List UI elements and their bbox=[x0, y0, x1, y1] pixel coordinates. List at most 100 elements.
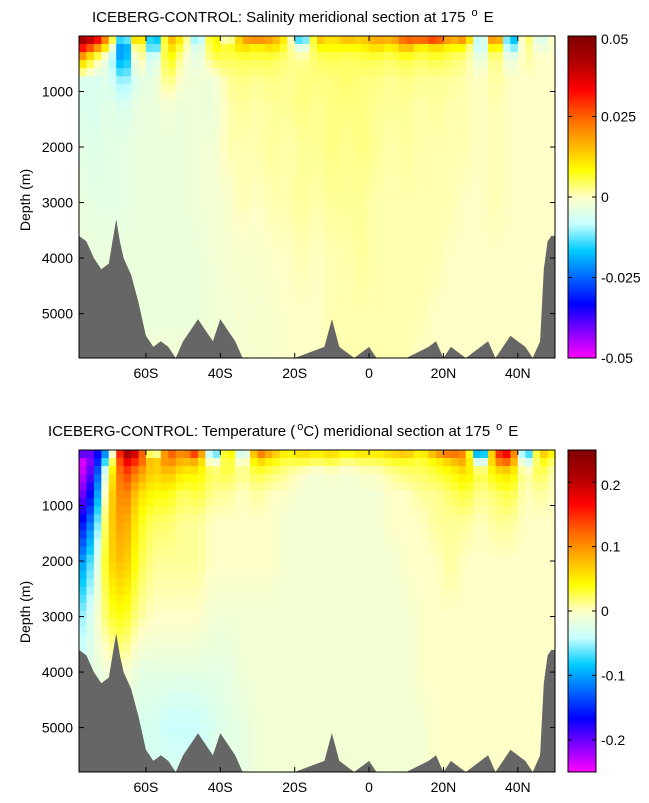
heatmap-cell bbox=[383, 643, 392, 652]
heatmap-cell bbox=[205, 530, 214, 540]
heatmap-cell bbox=[205, 691, 214, 701]
y-tick-label: 4000 bbox=[42, 250, 73, 266]
heatmap-cell bbox=[242, 277, 251, 287]
heatmap-cell bbox=[160, 172, 169, 182]
heatmap-cell bbox=[369, 293, 378, 303]
heatmap-cell bbox=[510, 285, 519, 295]
heatmap-cell bbox=[502, 546, 511, 556]
heatmap-cell bbox=[287, 675, 296, 685]
heatmap-cell bbox=[517, 164, 526, 174]
heatmap-cell bbox=[465, 140, 474, 150]
heatmap-cell bbox=[250, 172, 259, 182]
heatmap-cell bbox=[272, 269, 281, 279]
heatmap-cell bbox=[86, 554, 95, 564]
heatmap-cell bbox=[517, 68, 526, 77]
heatmap-cell bbox=[458, 269, 467, 279]
heatmap-cell bbox=[309, 52, 318, 61]
heatmap-cell bbox=[123, 554, 132, 564]
heatmap-cell bbox=[175, 554, 184, 564]
heatmap-cell bbox=[339, 699, 348, 709]
heatmap-cell bbox=[428, 124, 437, 134]
heatmap-cell bbox=[510, 715, 519, 725]
heatmap-cell bbox=[443, 458, 452, 467]
heatmap-cell bbox=[220, 148, 229, 158]
heatmap-cell bbox=[488, 594, 497, 604]
heatmap-cell bbox=[123, 140, 132, 150]
heatmap-cell bbox=[227, 188, 236, 198]
heatmap-cell bbox=[502, 205, 511, 214]
heatmap-cell bbox=[220, 140, 229, 150]
heatmap-cell bbox=[398, 253, 407, 262]
heatmap-cell bbox=[168, 474, 177, 483]
heatmap-cell bbox=[294, 293, 303, 303]
heatmap-cell bbox=[168, 578, 177, 588]
heatmap-cell bbox=[502, 52, 511, 61]
heatmap-cell bbox=[532, 172, 541, 182]
heatmap-cell bbox=[257, 707, 266, 717]
heatmap-cell bbox=[287, 76, 296, 85]
heatmap-cell bbox=[279, 68, 288, 77]
heatmap-cell bbox=[458, 586, 467, 596]
heatmap-cell bbox=[79, 229, 88, 238]
heatmap-cell bbox=[116, 474, 125, 483]
heatmap-cell bbox=[465, 132, 474, 142]
heatmap-cell bbox=[309, 164, 318, 174]
heatmap-cell bbox=[369, 450, 378, 459]
heatmap-cell bbox=[220, 108, 229, 118]
heatmap-cell bbox=[346, 132, 355, 142]
heatmap-cell bbox=[160, 562, 169, 572]
heatmap-cell bbox=[86, 60, 95, 69]
heatmap-cell bbox=[272, 52, 281, 61]
heatmap-cell bbox=[413, 285, 422, 295]
heatmap-cell bbox=[473, 602, 482, 612]
heatmap-cell bbox=[227, 269, 236, 279]
heatmap-cell bbox=[145, 277, 154, 287]
heatmap-cell bbox=[175, 506, 184, 515]
heatmap-cell bbox=[465, 277, 474, 287]
heatmap-cell bbox=[383, 586, 392, 596]
heatmap-cell bbox=[257, 482, 266, 491]
heatmap-cell bbox=[272, 586, 281, 596]
heatmap-cell bbox=[406, 586, 415, 596]
heatmap-cell bbox=[198, 594, 207, 604]
heatmap-cell bbox=[175, 213, 184, 222]
heatmap-cell bbox=[294, 530, 303, 540]
heatmap-cell bbox=[257, 309, 266, 319]
heatmap-cell bbox=[480, 731, 489, 741]
heatmap-cell bbox=[346, 253, 355, 262]
heatmap-cell bbox=[250, 52, 259, 61]
heatmap-cell bbox=[502, 333, 511, 343]
heatmap-cell bbox=[257, 261, 266, 271]
heatmap-cell bbox=[227, 514, 236, 524]
heatmap-cell bbox=[279, 309, 288, 319]
heatmap-cell bbox=[242, 594, 251, 604]
heatmap-cell bbox=[443, 293, 452, 303]
heatmap-cell bbox=[473, 237, 482, 246]
heatmap-cell bbox=[309, 538, 318, 548]
heatmap-cell bbox=[458, 60, 467, 69]
heatmap-cell bbox=[309, 723, 318, 733]
heatmap-cell bbox=[257, 205, 266, 214]
heatmap-cell bbox=[153, 269, 162, 279]
heatmap-cell bbox=[257, 586, 266, 596]
heatmap-cell bbox=[175, 148, 184, 158]
heatmap-cell bbox=[398, 301, 407, 311]
heatmap-cell bbox=[532, 309, 541, 319]
heatmap-cell bbox=[413, 643, 422, 652]
heatmap-cell bbox=[123, 36, 132, 45]
heatmap-cell bbox=[324, 586, 333, 596]
heatmap-cell bbox=[383, 188, 392, 198]
heatmap-cell bbox=[264, 221, 273, 230]
heatmap-cell bbox=[532, 269, 541, 279]
heatmap-cell bbox=[421, 36, 430, 45]
heatmap-cell bbox=[391, 148, 400, 158]
heatmap-cell bbox=[436, 108, 445, 118]
heatmap-cell bbox=[406, 293, 415, 303]
heatmap-cell bbox=[540, 213, 549, 222]
heatmap-cell bbox=[346, 245, 355, 254]
heatmap-cell bbox=[287, 619, 296, 628]
heatmap-cell bbox=[369, 285, 378, 295]
heatmap-cell bbox=[532, 100, 541, 110]
heatmap-cell bbox=[205, 36, 214, 45]
heatmap-cell bbox=[294, 466, 303, 475]
